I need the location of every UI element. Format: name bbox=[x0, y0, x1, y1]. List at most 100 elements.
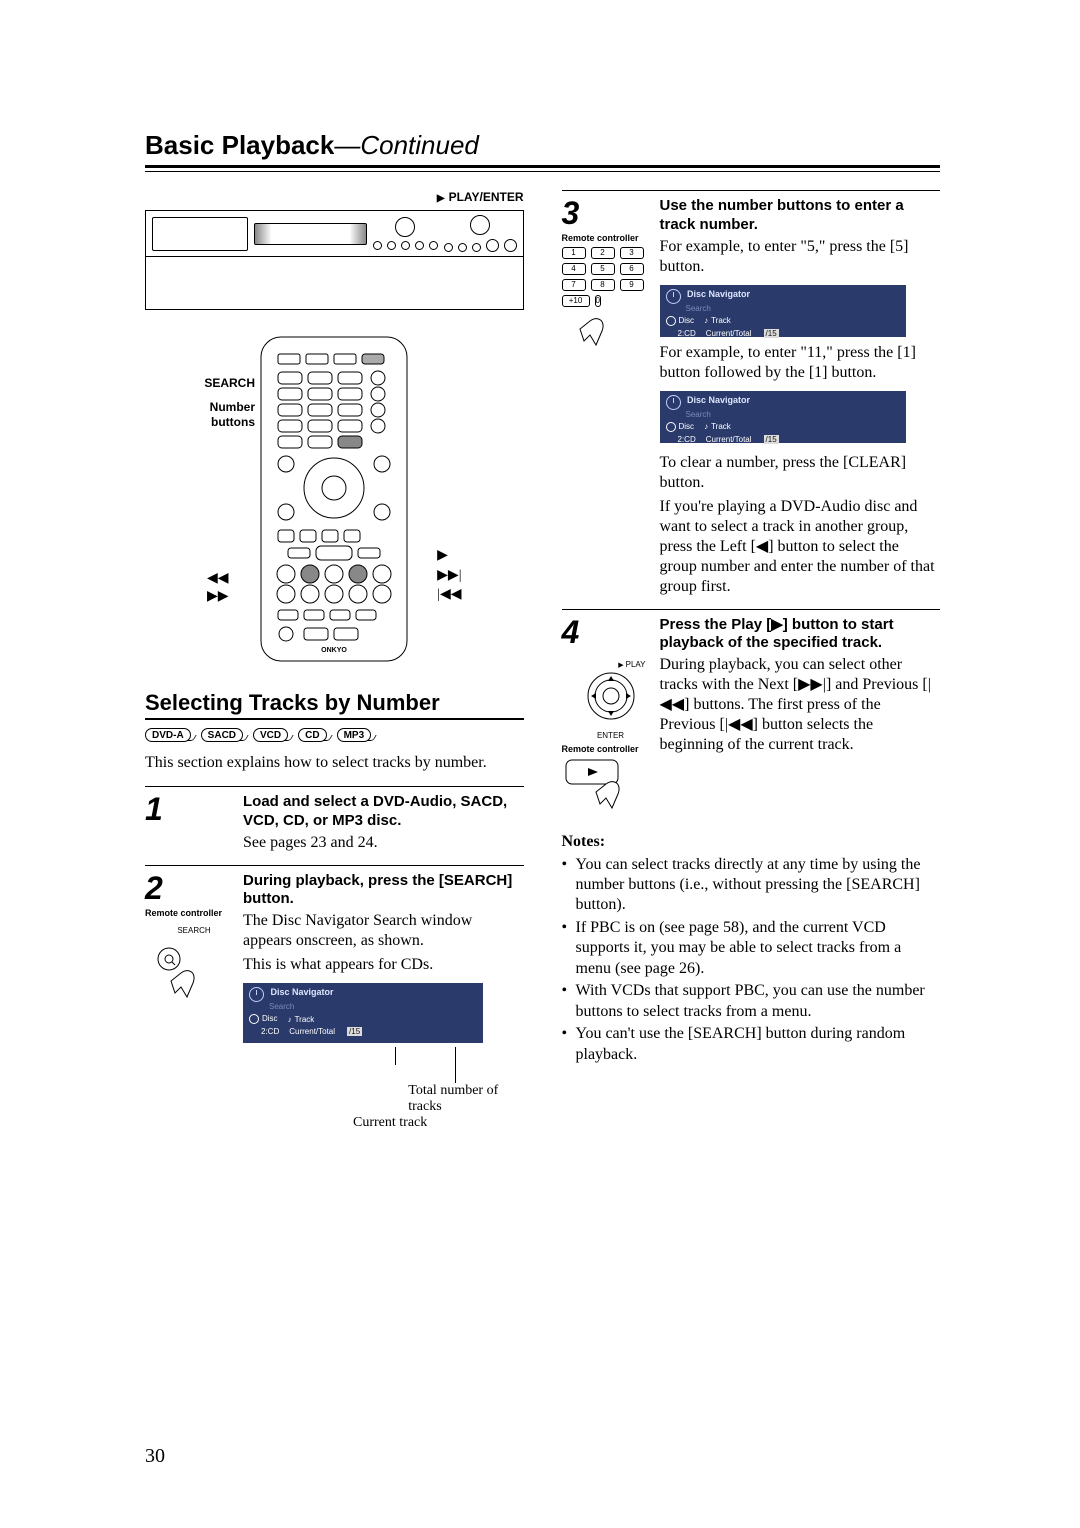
left-column: PLAY/ENTER bbox=[145, 190, 524, 1139]
key: 1 bbox=[562, 247, 586, 259]
knob bbox=[444, 243, 453, 252]
remote-controller-caption: Remote controller bbox=[562, 233, 660, 243]
disc-tray bbox=[152, 217, 248, 251]
step-1: 1 Load and select a DVD-Audio, SACD, VCD… bbox=[145, 786, 524, 857]
key: 3 bbox=[620, 247, 644, 259]
step-body: If you're playing a DVD-Audio disc and w… bbox=[660, 497, 941, 597]
knob bbox=[472, 243, 481, 252]
display-panel bbox=[254, 223, 367, 245]
search-label: SEARCH bbox=[145, 376, 255, 392]
player-unit-illustration bbox=[145, 210, 524, 310]
step-body: See pages 23 and 24. bbox=[243, 833, 524, 853]
title-rule bbox=[145, 165, 940, 172]
nav-track-val: Current/Total bbox=[289, 1027, 335, 1036]
nav-disc-val: 2:CD bbox=[678, 329, 696, 338]
knob bbox=[504, 239, 517, 252]
nav-track-val: Current/Total bbox=[706, 329, 752, 338]
nav-track-val: Current/Total bbox=[706, 435, 752, 444]
step-number: 2 bbox=[145, 872, 243, 904]
nav-track-box: /15 bbox=[347, 1027, 362, 1036]
page-number: 30 bbox=[145, 1445, 165, 1468]
title-suffix: —Continued bbox=[334, 130, 479, 160]
step-body: For example, to enter "5," press the [5]… bbox=[660, 237, 941, 277]
step-title: Press the Play [▶] button to start playb… bbox=[660, 616, 941, 654]
key: 6 bbox=[620, 263, 644, 275]
step-body: During playback, you can select other tr… bbox=[660, 655, 941, 755]
badge: DVD-A bbox=[145, 728, 191, 742]
caption-total: Total number of tracks bbox=[408, 1083, 523, 1115]
key: 9 bbox=[620, 279, 644, 291]
intro-text: This section explains how to select trac… bbox=[145, 754, 524, 772]
nav-disc-label: Disc bbox=[679, 422, 695, 431]
key: 8 bbox=[591, 279, 615, 291]
nav-track-label: Track bbox=[295, 1015, 315, 1024]
knob bbox=[415, 241, 424, 250]
nav-disc-val: 2:CD bbox=[678, 435, 696, 444]
nav-track-label: Track bbox=[711, 316, 731, 325]
remote-illustration: SEARCH Number buttons ◀◀▶▶ ▶▶▶||◀◀ bbox=[145, 336, 524, 662]
disc-navigator-window: Disc Navigator Search Disc Track 2:CD Cu… bbox=[243, 983, 483, 1043]
badge: SACD bbox=[201, 728, 243, 742]
nav-title: Disc Navigator bbox=[271, 987, 334, 997]
badge: MP3 bbox=[337, 728, 372, 742]
play-knob bbox=[395, 217, 415, 237]
key: 0 bbox=[595, 295, 601, 307]
step-3: 3 Remote controller 1 2 3 4 5 6 7 8 9 +1… bbox=[562, 190, 941, 601]
knob bbox=[470, 215, 490, 235]
step-number: 4 bbox=[562, 616, 660, 648]
page-title: Basic Playback—Continued bbox=[145, 130, 955, 161]
knob bbox=[373, 241, 382, 250]
search-button-icon bbox=[145, 945, 205, 1001]
search-btn-label: SEARCH bbox=[145, 926, 243, 935]
note-item: With VCDs that support PBC, you can use … bbox=[562, 981, 941, 1022]
knob bbox=[486, 239, 499, 252]
key: 7 bbox=[562, 279, 586, 291]
knob bbox=[429, 241, 438, 250]
nav-search: Search bbox=[269, 1002, 477, 1011]
nav-disc-label: Disc bbox=[679, 316, 695, 325]
number-keypad: 1 2 3 4 5 6 7 8 9 bbox=[562, 247, 660, 291]
right-column: 3 Remote controller 1 2 3 4 5 6 7 8 9 +1… bbox=[562, 190, 941, 1139]
step-body: This is what appears for CDs. bbox=[243, 955, 524, 975]
remote-controller-caption: Remote controller bbox=[562, 744, 660, 754]
nav-search: Search bbox=[686, 304, 900, 313]
svg-text:ONKYO: ONKYO bbox=[321, 647, 347, 654]
note-item: If PBC is on (see page 58), and the curr… bbox=[562, 918, 941, 979]
key: +10 bbox=[562, 295, 590, 307]
nav-title: Disc Navigator bbox=[687, 395, 750, 405]
step-2: 2 Remote controller SEARCH During playba… bbox=[145, 865, 524, 1132]
badge: VCD bbox=[253, 728, 288, 742]
press-hand-icon bbox=[562, 313, 612, 361]
step-title: Load and select a DVD-Audio, SACD, VCD, … bbox=[243, 793, 524, 831]
section-rule bbox=[145, 718, 524, 720]
step-body: For example, to enter "11," press the [1… bbox=[660, 343, 941, 383]
forward-icons: ▶▶▶||◀◀ bbox=[437, 546, 461, 605]
title-main: Basic Playback bbox=[145, 130, 334, 160]
play-label: PLAY bbox=[618, 660, 645, 669]
disc-navigator-window: Disc Navigator Search Disc Track 2:CD Cu… bbox=[660, 391, 906, 443]
enter-label: ENTER bbox=[562, 731, 660, 740]
step-4: 4 PLAY ENTER Remote controller bbox=[562, 609, 941, 819]
disc-badges: DVD-A SACD VCD CD MP3 bbox=[145, 728, 524, 742]
notes-heading: Notes: bbox=[562, 833, 941, 851]
key: 5 bbox=[591, 263, 615, 275]
caption-current: Current track bbox=[353, 1115, 427, 1131]
step-title: During playback, press the [SEARCH] butt… bbox=[243, 872, 524, 910]
nav-search: Search bbox=[686, 410, 900, 419]
number-label-2: buttons bbox=[145, 415, 255, 431]
nav-track-box: /15 bbox=[764, 435, 779, 444]
remote-svg: ONKYO bbox=[260, 336, 408, 662]
key: 2 bbox=[591, 247, 615, 259]
step-body: The Disc Navigator Search window appears… bbox=[243, 911, 524, 951]
nav-track-label: Track bbox=[711, 422, 731, 431]
note-item: You can select tracks directly at any ti… bbox=[562, 855, 941, 916]
nav-disc-val: 2:CD bbox=[261, 1027, 279, 1036]
enter-dpad-icon bbox=[581, 672, 641, 726]
number-label-1: Number bbox=[145, 400, 255, 416]
key: 4 bbox=[562, 263, 586, 275]
panel-play-button-icon bbox=[562, 754, 632, 814]
nav-track-box: /15 bbox=[764, 329, 779, 338]
knob bbox=[401, 241, 410, 250]
nav-title: Disc Navigator bbox=[687, 289, 750, 299]
step-number: 3 bbox=[562, 197, 660, 229]
